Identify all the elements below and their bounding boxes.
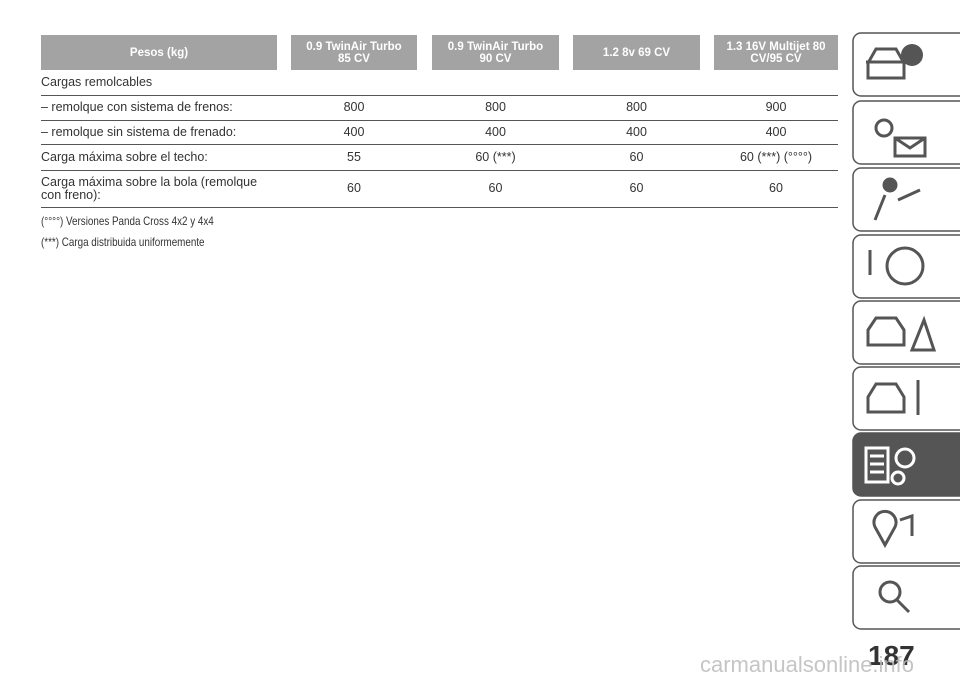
cell-value: 60 — [347, 181, 361, 195]
rule — [41, 170, 838, 171]
cell-value: 400 — [485, 124, 506, 139]
header-cell: Pesos (kg) — [41, 35, 277, 70]
cell-value: 400 — [765, 124, 787, 139]
cell-value: 800 — [343, 100, 365, 114]
row-label: Carga máxima sobre la bola (remolque con… — [41, 174, 258, 202]
rule — [41, 120, 838, 121]
cell-value: 800 — [485, 100, 506, 114]
cell-value: 55 — [347, 149, 361, 164]
rule — [41, 207, 838, 208]
header-cell: 0.9 TwinAir Turbo 90 CV — [432, 35, 559, 70]
row-label: Carga máxima sobre el techo: — [41, 149, 208, 164]
cell-value: 60 — [769, 181, 783, 195]
header-cell: 1.2 8v 69 CV — [573, 35, 700, 70]
cell-value: 900 — [765, 100, 787, 114]
header-cell: 1.3 16V Multijet 80 CV/95 CV — [714, 35, 838, 70]
row-label: – remolque con sistema de frenos: — [41, 100, 233, 114]
rule — [41, 95, 838, 96]
section-label: Cargas remolcables — [41, 75, 153, 89]
row-label: – remolque sin sistema de frenado: — [41, 124, 237, 139]
cell-value: 60 — [488, 181, 503, 195]
cell-value: 400 — [626, 124, 647, 139]
cell-value: 60 — [629, 181, 644, 195]
cell-value: 60 (***) — [475, 149, 516, 164]
header-cell: 0.9 TwinAir Turbo 85 CV — [291, 35, 417, 70]
cell-value: 800 — [626, 100, 647, 114]
note: (***) Carga distribuida uniformemente — [41, 235, 205, 249]
note: (°°°°) Versiones Panda Cross 4x2 y 4x4 — [41, 214, 214, 228]
cell-value: 60 — [629, 149, 644, 164]
rule — [41, 144, 838, 145]
cell-value: 400 — [343, 124, 365, 139]
page-number: 187 — [868, 640, 915, 671]
cell-value: 60 (***) (°°°°) — [739, 149, 813, 164]
watermark: carmanualsonline.info — [700, 652, 915, 677]
